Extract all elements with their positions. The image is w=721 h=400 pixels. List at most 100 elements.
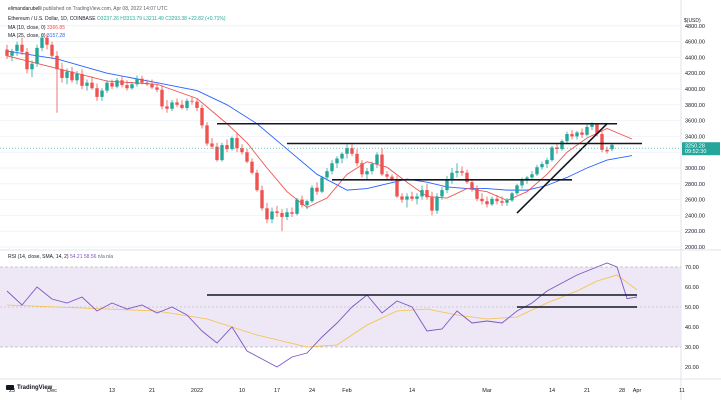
candle-body[interactable] bbox=[55, 55, 59, 70]
candle-body[interactable] bbox=[595, 124, 599, 135]
candle-body[interactable] bbox=[420, 190, 424, 197]
candle-body[interactable] bbox=[450, 172, 454, 180]
candle-body[interactable] bbox=[285, 212, 289, 217]
candle-body[interactable] bbox=[145, 82, 149, 85]
candle-body[interactable] bbox=[335, 158, 339, 164]
candle-body[interactable] bbox=[565, 134, 569, 142]
candle-body[interactable] bbox=[20, 44, 24, 52]
candle-body[interactable] bbox=[520, 180, 524, 186]
candle-body[interactable] bbox=[505, 200, 509, 203]
candle-body[interactable] bbox=[460, 171, 464, 173]
candle-body[interactable] bbox=[435, 196, 439, 211]
candle-body[interactable] bbox=[280, 213, 284, 217]
candle-body[interactable] bbox=[235, 137, 239, 149]
candle-body[interactable] bbox=[300, 199, 304, 206]
candle-body[interactable] bbox=[10, 51, 14, 56]
candle-body[interactable] bbox=[365, 171, 369, 175]
candle-body[interactable] bbox=[80, 73, 84, 86]
candle-body[interactable] bbox=[60, 69, 64, 78]
candle-body[interactable] bbox=[590, 124, 594, 127]
candle-body[interactable] bbox=[5, 49, 9, 56]
tradingview-logo[interactable]: TradingView bbox=[6, 385, 52, 391]
candle-body[interactable] bbox=[295, 199, 299, 214]
candle-body[interactable] bbox=[155, 87, 159, 90]
candle-body[interactable] bbox=[100, 90, 104, 97]
candle-body[interactable] bbox=[370, 164, 374, 172]
candle-body[interactable] bbox=[380, 154, 384, 175]
candle-body[interactable] bbox=[125, 85, 129, 89]
candle-body[interactable] bbox=[375, 154, 379, 165]
rsi-legend[interactable]: RSI (14, close, SMA, 14, 2) 54.21 58.56 … bbox=[8, 254, 113, 261]
candle-body[interactable] bbox=[360, 163, 364, 175]
candle-body[interactable] bbox=[415, 196, 419, 199]
candle-body[interactable] bbox=[340, 153, 344, 159]
candle-body[interactable] bbox=[275, 211, 279, 214]
candle-body[interactable] bbox=[410, 196, 414, 199]
candle-body[interactable] bbox=[170, 102, 174, 109]
candle-body[interactable] bbox=[120, 80, 124, 86]
candle-body[interactable] bbox=[190, 100, 194, 102]
candle-body[interactable] bbox=[330, 163, 334, 172]
candle-body[interactable] bbox=[535, 167, 539, 175]
candle-body[interactable] bbox=[480, 198, 484, 202]
candle-body[interactable] bbox=[130, 84, 134, 89]
candle-body[interactable] bbox=[515, 185, 519, 194]
candle-body[interactable] bbox=[205, 125, 209, 144]
candle-body[interactable] bbox=[75, 73, 79, 81]
candle-body[interactable] bbox=[90, 82, 94, 89]
candle-body[interactable] bbox=[355, 153, 359, 164]
candle-body[interactable] bbox=[495, 198, 499, 202]
candle-body[interactable] bbox=[150, 84, 154, 88]
candle-body[interactable] bbox=[200, 107, 204, 126]
candle-body[interactable] bbox=[465, 172, 469, 183]
candle-body[interactable] bbox=[350, 148, 354, 154]
candle-body[interactable] bbox=[135, 78, 139, 85]
candle-body[interactable] bbox=[265, 208, 269, 220]
candle-body[interactable] bbox=[160, 89, 164, 107]
candle-body[interactable] bbox=[320, 177, 324, 192]
candle-body[interactable] bbox=[485, 201, 489, 205]
candle-body[interactable] bbox=[110, 82, 114, 87]
candle-body[interactable] bbox=[560, 141, 564, 150]
candle-body[interactable] bbox=[605, 149, 609, 152]
candle-body[interactable] bbox=[610, 144, 614, 150]
candle-body[interactable] bbox=[25, 51, 29, 70]
candle-body[interactable] bbox=[175, 102, 179, 105]
candle-body[interactable] bbox=[35, 47, 39, 64]
candle-body[interactable] bbox=[195, 101, 199, 108]
candle-body[interactable] bbox=[345, 148, 349, 154]
price-trendline[interactable] bbox=[516, 123, 608, 214]
candle-body[interactable] bbox=[440, 190, 444, 197]
candle-body[interactable] bbox=[215, 146, 219, 161]
candle-body[interactable] bbox=[30, 63, 34, 70]
candle-body[interactable] bbox=[70, 71, 74, 81]
candle-body[interactable] bbox=[140, 78, 144, 83]
candle-body[interactable] bbox=[255, 172, 259, 191]
candle-body[interactable] bbox=[550, 147, 554, 161]
candle-body[interactable] bbox=[555, 147, 559, 150]
candle-body[interactable] bbox=[475, 188, 479, 199]
candle-body[interactable] bbox=[115, 80, 119, 87]
candle-body[interactable] bbox=[530, 174, 534, 178]
candle-body[interactable] bbox=[40, 37, 44, 48]
candle-body[interactable] bbox=[105, 82, 109, 91]
symbol-legend[interactable]: Ethereum / U.S. Dollar, 1D, COINBASE O32… bbox=[8, 16, 226, 23]
candle-body[interactable] bbox=[400, 196, 404, 200]
candle-body[interactable] bbox=[220, 145, 224, 161]
candle-body[interactable] bbox=[580, 132, 584, 135]
candle-body[interactable] bbox=[510, 193, 514, 201]
candle-body[interactable] bbox=[575, 132, 579, 137]
candle-body[interactable] bbox=[250, 161, 254, 173]
ma25-legend[interactable]: MA (25, close, 0) 3157.28 bbox=[8, 33, 65, 40]
candle-body[interactable] bbox=[15, 44, 19, 52]
candle-body[interactable] bbox=[185, 100, 189, 108]
candle-body[interactable] bbox=[95, 88, 99, 97]
candle-body[interactable] bbox=[245, 152, 249, 162]
candle-body[interactable] bbox=[385, 174, 389, 177]
candle-body[interactable] bbox=[240, 148, 244, 153]
candle-body[interactable] bbox=[490, 198, 494, 205]
candle-body[interactable] bbox=[260, 190, 264, 209]
candle-body[interactable] bbox=[65, 71, 69, 78]
candle-body[interactable] bbox=[290, 212, 294, 214]
